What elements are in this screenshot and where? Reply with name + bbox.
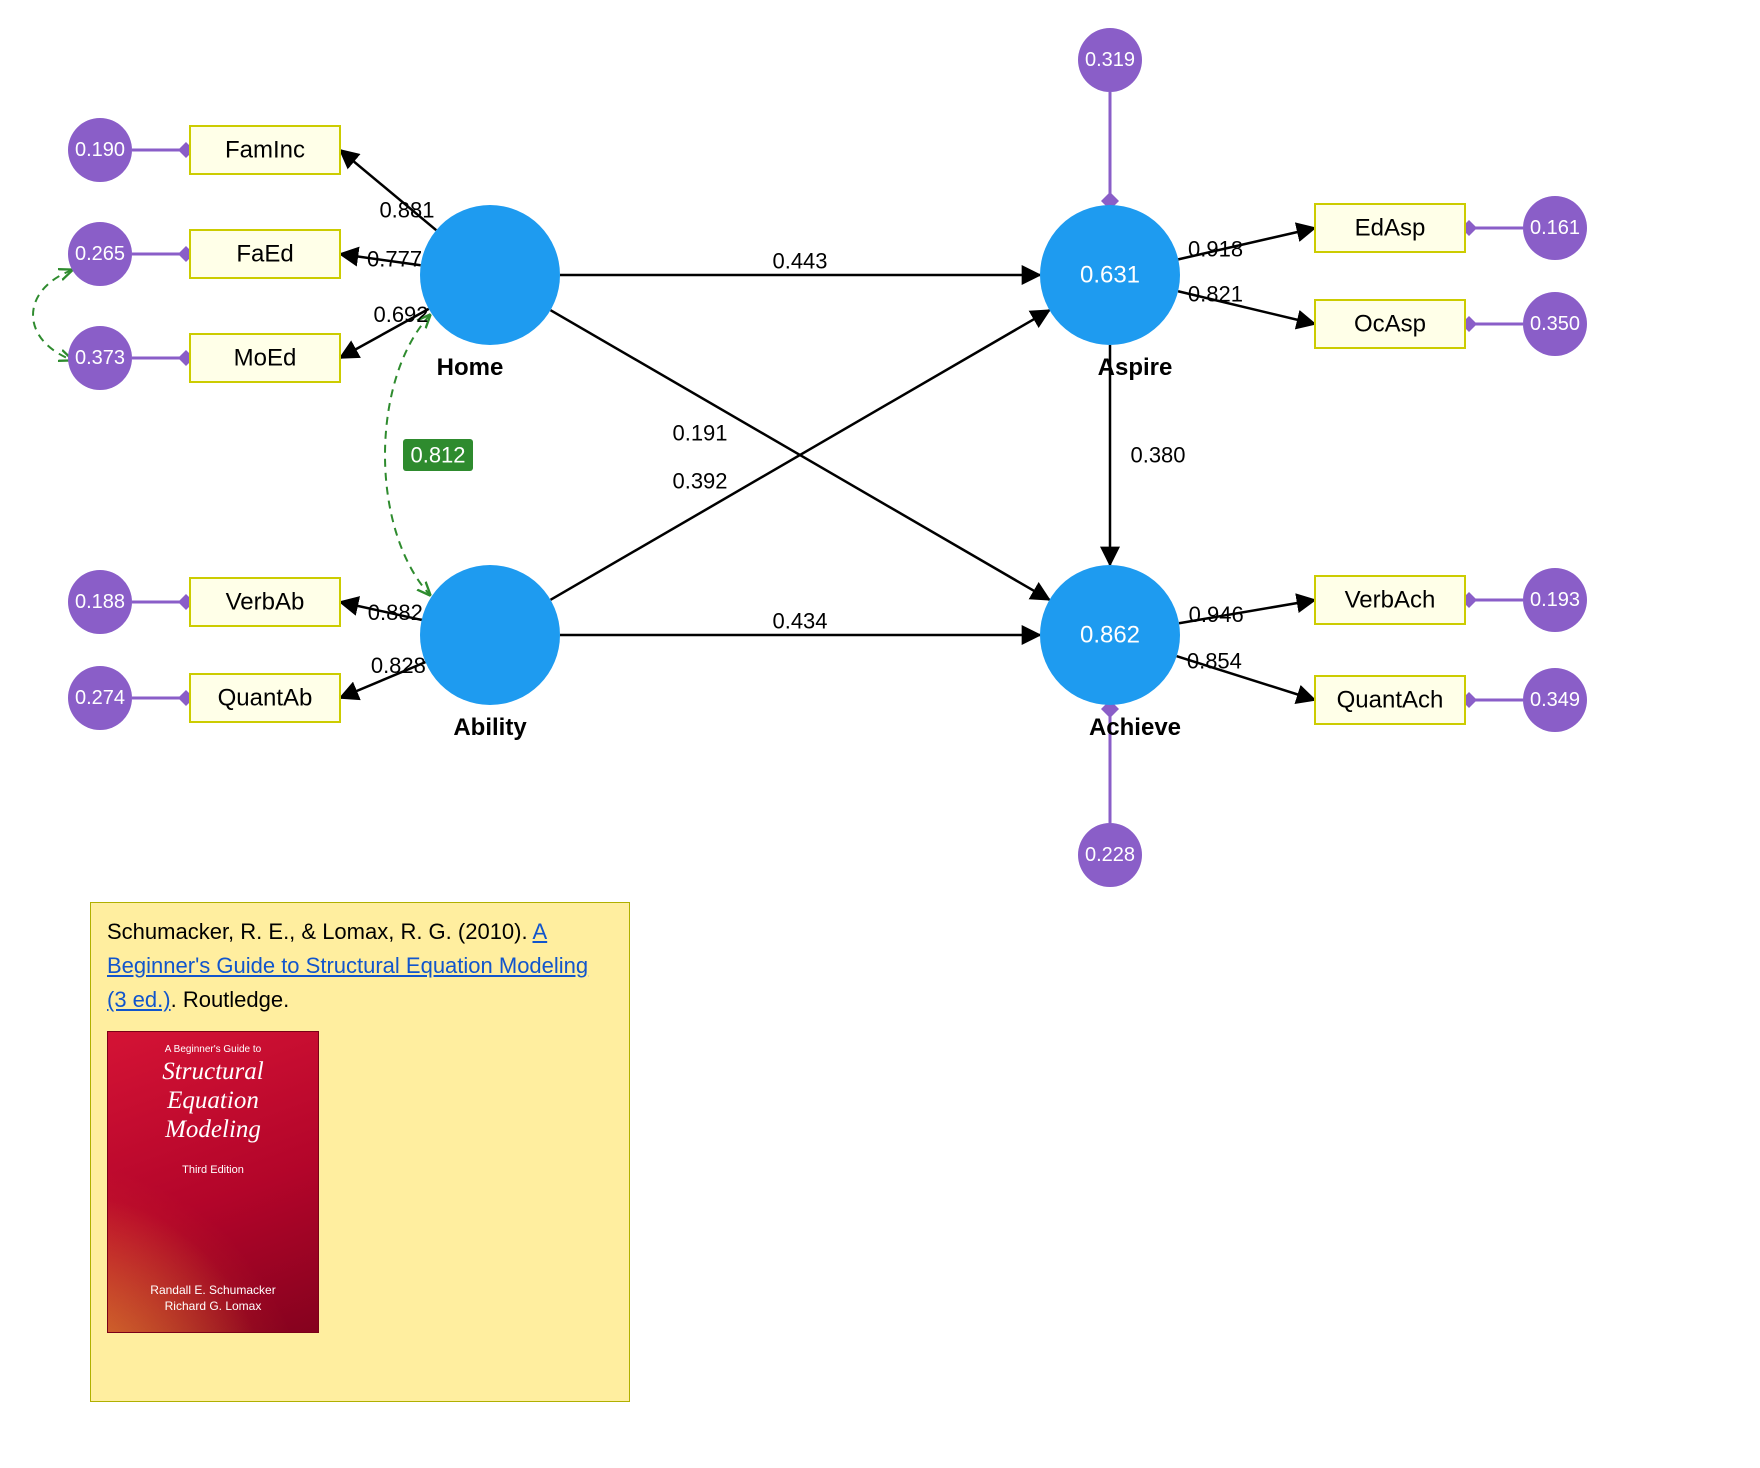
svg-text:Aspire: Aspire: [1098, 354, 1173, 381]
error-e_quantab: 0.274: [68, 666, 132, 730]
svg-text:EdAsp: EdAsp: [1355, 215, 1426, 242]
svg-text:0.161: 0.161: [1530, 217, 1580, 239]
loading-label-home-faed: 0.777: [367, 247, 422, 272]
loading-label-ability-quantab: 0.828: [371, 653, 426, 678]
loading-label-ability-verbab: 0.882: [368, 600, 423, 625]
svg-text:MoEd: MoEd: [234, 345, 297, 372]
svg-text:FamInc: FamInc: [225, 137, 305, 164]
latent-home: Home: [420, 205, 560, 381]
latents-layer: Home Ability 0.631 Aspire 0.862 Achieve: [420, 205, 1181, 741]
svg-text:OcAsp: OcAsp: [1354, 311, 1426, 338]
svg-text:0.190: 0.190: [75, 139, 125, 161]
error-d_achieve: 0.228: [1078, 823, 1142, 887]
manifest-quantach: QuantAch: [1315, 676, 1465, 724]
svg-text:0.188: 0.188: [75, 591, 125, 613]
svg-text:FaEd: FaEd: [236, 241, 293, 268]
manifest-quantab: QuantAb: [190, 674, 340, 722]
path-label-home-achieve: 0.191: [672, 421, 727, 446]
svg-text:0.350: 0.350: [1530, 313, 1580, 335]
loading-label-home-moed: 0.692: [373, 302, 428, 327]
error-e_edasp: 0.161: [1523, 196, 1587, 260]
book-author-2: Richard G. Lomax: [165, 1299, 262, 1313]
svg-text:0.373: 0.373: [75, 347, 125, 369]
book-edition: Third Edition: [108, 1162, 318, 1179]
error-e_moed: 0.373: [68, 326, 132, 390]
loading-label-achieve-verbach: 0.946: [1189, 602, 1244, 627]
svg-text:Achieve: Achieve: [1089, 714, 1181, 741]
book-authors: Randall E. Schumacker Richard G. Lomax: [108, 1282, 318, 1314]
book-title-l2: Equation: [167, 1087, 259, 1114]
loading-label-home-faminc: 0.881: [379, 198, 434, 223]
error-e_verbab: 0.188: [68, 570, 132, 634]
latent-achieve: 0.862 Achieve: [1040, 565, 1181, 741]
book-title: Structural Equation Modeling: [108, 1058, 318, 1144]
citation-panel: Schumacker, R. E., & Lomax, R. G. (2010)…: [90, 902, 630, 1402]
svg-text:Home: Home: [437, 354, 504, 381]
svg-text:QuantAch: QuantAch: [1337, 687, 1444, 714]
error-e_ocasp: 0.350: [1523, 292, 1587, 356]
path-label-ability-achieve: 0.434: [772, 609, 827, 634]
manifest-edasp: EdAsp: [1315, 204, 1465, 252]
error-e_verbach: 0.193: [1523, 568, 1587, 632]
book-title-l3: Modeling: [165, 1116, 261, 1143]
svg-text:QuantAb: QuantAb: [218, 685, 313, 712]
loading-label-aspire-edasp: 0.918: [1188, 237, 1243, 262]
svg-text:0.319: 0.319: [1085, 49, 1135, 71]
manifest-faminc: FamInc: [190, 126, 340, 174]
error-d_aspire: 0.319: [1078, 28, 1142, 92]
path-label-aspire-achieve: 0.380: [1130, 443, 1185, 468]
citation-text-before: Schumacker, R. E., & Lomax, R. G. (2010)…: [107, 919, 533, 944]
book-title-l1: Structural: [162, 1058, 263, 1085]
svg-text:0.862: 0.862: [1080, 622, 1140, 649]
svg-text:0.265: 0.265: [75, 243, 125, 265]
svg-text:0.193: 0.193: [1530, 589, 1580, 611]
error-e_faed: 0.265: [68, 222, 132, 286]
manifest-verbab: VerbAb: [190, 578, 340, 626]
svg-text:0.631: 0.631: [1080, 262, 1140, 289]
latent-aspire: 0.631 Aspire: [1040, 205, 1180, 381]
diagram-stage: 0.812 0.190 0.265 0.373 0.188 0.274 0.161 0.35…: [0, 0, 1760, 1468]
loading-label-achieve-quantach: 0.854: [1187, 648, 1242, 673]
covariance-1: [33, 270, 72, 360]
path-label-ability-aspire: 0.392: [672, 469, 727, 494]
svg-text:Ability: Ability: [453, 714, 527, 741]
svg-text:0.228: 0.228: [1085, 844, 1135, 866]
citation-text-after: . Routledge.: [171, 987, 290, 1012]
svg-text:VerbAb: VerbAb: [226, 589, 305, 616]
path-label-home-aspire: 0.443: [772, 249, 827, 274]
covariance-value-0: 0.812: [410, 443, 465, 468]
book-cover: A Beginner's Guide to Structural Equatio…: [107, 1031, 319, 1333]
manifest-ocasp: OcAsp: [1315, 300, 1465, 348]
manifest-moed: MoEd: [190, 334, 340, 382]
manifest-verbach: VerbAch: [1315, 576, 1465, 624]
manifest-faed: FaEd: [190, 230, 340, 278]
error-e_quantach: 0.349: [1523, 668, 1587, 732]
svg-text:0.274: 0.274: [75, 687, 125, 709]
loading-label-aspire-ocasp: 0.821: [1188, 281, 1243, 306]
svg-text:VerbAch: VerbAch: [1345, 587, 1436, 614]
book-author-1: Randall E. Schumacker: [150, 1283, 275, 1297]
svg-text:0.349: 0.349: [1530, 689, 1580, 711]
error-e_faminc: 0.190: [68, 118, 132, 182]
latent-ability: Ability: [420, 565, 560, 741]
book-top-small: A Beginner's Guide to: [108, 1042, 318, 1058]
